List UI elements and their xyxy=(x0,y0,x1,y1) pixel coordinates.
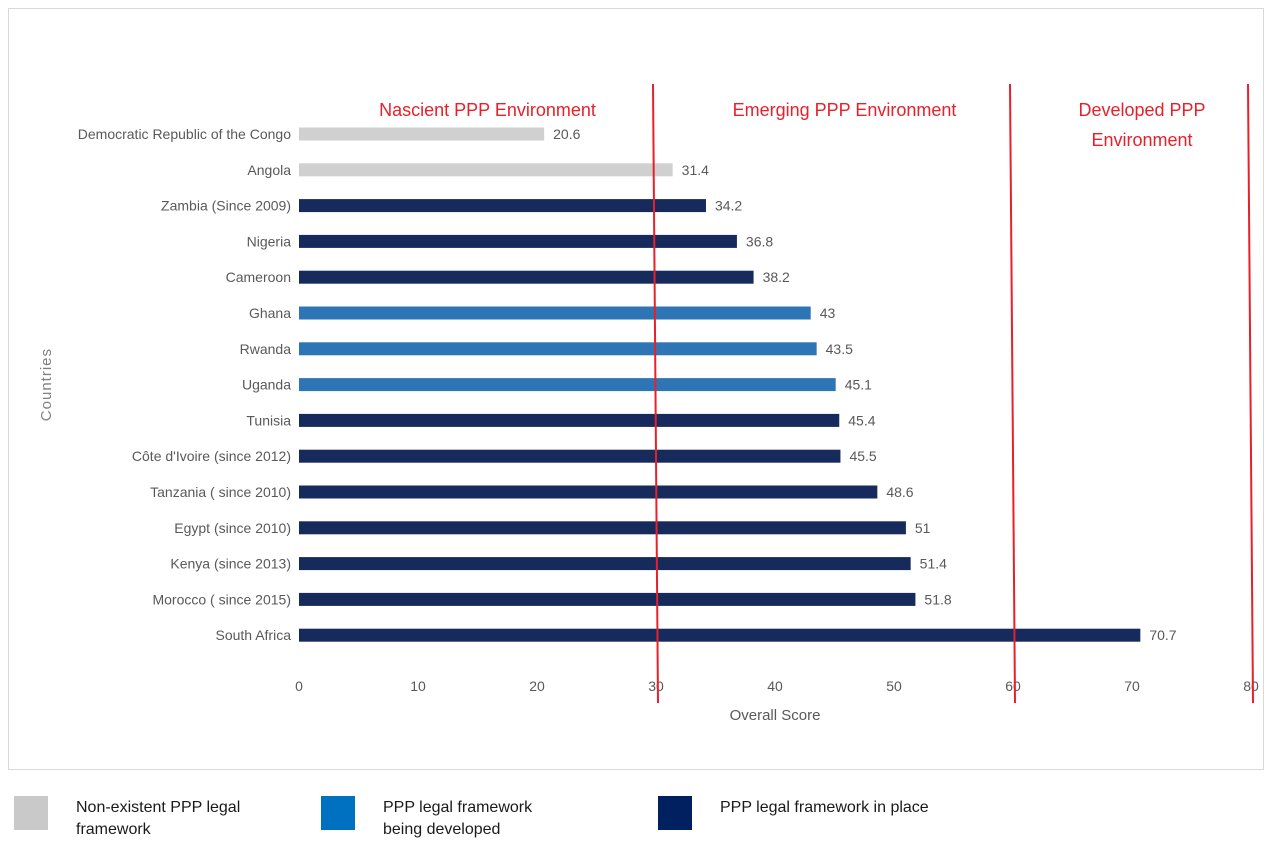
chart-frame: Democratic Republic of the Congo 20.6 Ango… xyxy=(8,8,1264,770)
category-label: Tanzania ( since 2010) xyxy=(150,484,291,500)
value-label: 51.8 xyxy=(924,591,951,607)
zone-label: Developed PPP xyxy=(1078,100,1205,120)
legend-item-being-developed: PPP legal framework being developed xyxy=(321,792,532,841)
legend-label-line: Non-existent PPP legal xyxy=(76,799,241,816)
category-label: South Africa xyxy=(216,627,292,643)
legend-label-line: PPP legal framework xyxy=(383,799,533,816)
threshold-line xyxy=(1009,83,1016,704)
value-label: 51 xyxy=(915,520,931,536)
zone-label: Environment xyxy=(1091,130,1192,150)
category-label: Egypt (since 2010) xyxy=(174,520,291,536)
legend-swatch-in-place xyxy=(658,796,692,830)
category-label: Cameroon xyxy=(226,269,291,285)
value-label: 36.8 xyxy=(746,233,773,249)
threshold-line xyxy=(1247,83,1254,704)
bar xyxy=(299,270,754,284)
legend-label-non-existent: Non-existent PPP legal framework xyxy=(76,792,240,841)
legend-label-being-developed: PPP legal framework being developed xyxy=(383,792,532,841)
x-tick-label: 70 xyxy=(1124,678,1140,694)
category-label: Ghana xyxy=(249,305,291,321)
category-label: Rwanda xyxy=(240,341,292,357)
x-tick-label: 50 xyxy=(886,678,902,694)
value-label: 38.2 xyxy=(763,269,790,285)
x-tick-label: 30 xyxy=(648,678,664,694)
value-label: 20.6 xyxy=(553,126,580,142)
value-label: 31.4 xyxy=(682,162,709,178)
value-label: 43 xyxy=(820,305,836,321)
category-label: Morocco ( since 2015) xyxy=(152,591,291,607)
value-label: 70.7 xyxy=(1149,627,1176,643)
bar xyxy=(299,521,906,535)
bar xyxy=(299,628,1141,642)
x-axis-title: Overall Score xyxy=(730,707,821,724)
category-label: Angola xyxy=(247,162,291,178)
bar xyxy=(299,449,841,463)
category-label: Côte d'Ivoire (since 2012) xyxy=(132,448,291,464)
x-tick-label: 20 xyxy=(529,678,545,694)
legend-swatch-non-existent xyxy=(14,796,48,830)
zone-label: Nascient PPP Environment xyxy=(379,100,596,120)
category-label: Uganda xyxy=(242,377,291,393)
x-tick-label: 40 xyxy=(767,678,783,694)
bar xyxy=(299,199,706,213)
legend-item-in-place: PPP legal framework in place xyxy=(658,792,929,830)
legend-label-in-place: PPP legal framework in place xyxy=(720,792,929,819)
category-label: Democratic Republic of the Congo xyxy=(78,126,291,142)
legend-label-line: PPP legal framework in place xyxy=(720,799,929,816)
zone-label: Emerging PPP Environment xyxy=(733,100,957,120)
bar xyxy=(299,378,836,392)
legend-swatch-being-developed xyxy=(321,796,355,830)
x-tick-label: 0 xyxy=(295,678,303,694)
x-tick-label: 10 xyxy=(410,678,426,694)
bar-chart: Democratic Republic of the Congo 20.6 Ango… xyxy=(38,83,1259,724)
legend-label-line: being developed xyxy=(383,821,501,838)
bar xyxy=(299,592,916,606)
bar xyxy=(299,557,911,571)
bar xyxy=(299,127,545,141)
category-label: Nigeria xyxy=(247,233,292,249)
category-label: Zambia (Since 2009) xyxy=(161,198,291,214)
y-axis-title: Countries xyxy=(38,348,55,421)
threshold-line xyxy=(652,83,659,704)
value-label: 45.4 xyxy=(848,412,875,428)
value-label: 34.2 xyxy=(715,198,742,214)
x-tick-label: 60 xyxy=(1005,678,1021,694)
value-label: 51.4 xyxy=(920,556,947,572)
bar xyxy=(299,485,878,499)
value-label: 43.5 xyxy=(826,341,853,357)
category-label: Kenya (since 2013) xyxy=(170,556,291,572)
category-label: Tunisia xyxy=(246,412,291,428)
value-label: 45.5 xyxy=(849,448,876,464)
value-label: 48.6 xyxy=(886,484,913,500)
bar xyxy=(299,342,817,356)
x-tick-label: 80 xyxy=(1243,678,1259,694)
bar xyxy=(299,413,840,427)
bar xyxy=(299,163,673,177)
legend-label-line: framework xyxy=(76,821,151,838)
legend-item-non-existent: Non-existent PPP legal framework xyxy=(14,792,240,841)
value-label: 45.1 xyxy=(845,377,872,393)
bar xyxy=(299,234,737,248)
bar xyxy=(299,306,811,320)
